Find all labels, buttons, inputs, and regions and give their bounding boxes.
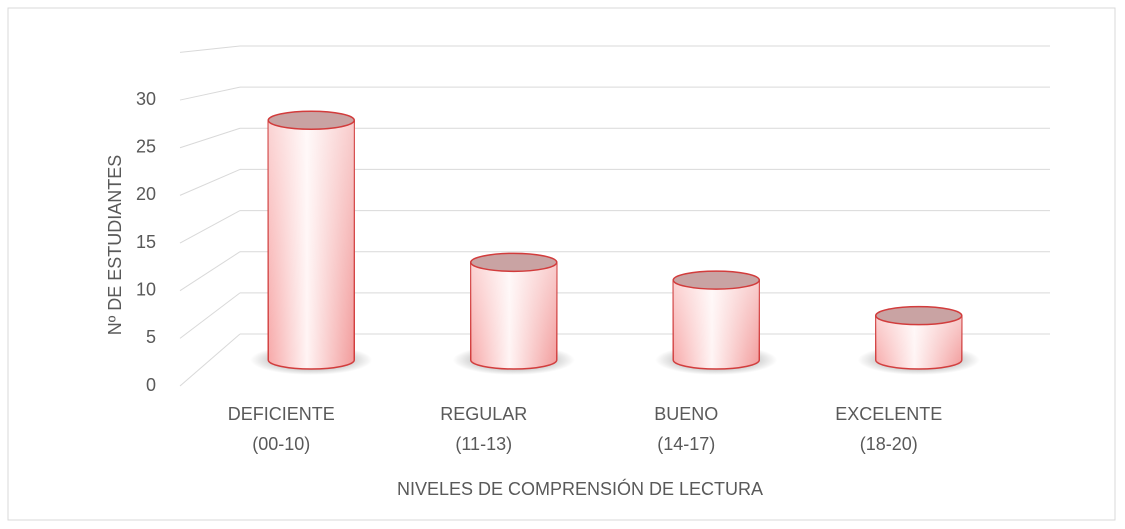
y-tick-label: 15	[136, 232, 156, 252]
grid-line	[179, 210, 241, 244]
bar-top	[267, 110, 355, 130]
bar-sheen	[875, 315, 962, 369]
y-tick-label: 0	[146, 375, 156, 395]
x-tick-label: (18-20)	[860, 434, 918, 454]
x-tick-label: REGULAR	[440, 404, 527, 424]
bar-sheen	[470, 262, 557, 369]
y-tick-label: 20	[136, 184, 156, 204]
y-tick-label: 10	[136, 279, 156, 299]
bar	[470, 252, 558, 370]
y-tick-label: 30	[136, 89, 156, 109]
bar-top	[672, 270, 760, 290]
grid-line	[179, 251, 241, 292]
grid-line	[179, 45, 241, 53]
grid-line	[179, 86, 241, 101]
bar-sheen	[673, 280, 760, 369]
y-axis-title: Nº DE ESTUDIANTES	[105, 155, 125, 336]
x-tick-label: (14-17)	[657, 434, 715, 454]
bar-sheen	[268, 120, 355, 370]
x-tick-label: EXCELENTE	[835, 404, 942, 424]
y-tick-label: 25	[136, 136, 156, 156]
bar-top	[875, 305, 963, 326]
grid-line	[179, 168, 241, 196]
x-tick-label: BUENO	[654, 404, 718, 424]
x-tick-label: DEFICIENTE	[228, 404, 335, 424]
grid-line	[179, 333, 241, 387]
grid-line	[179, 292, 241, 339]
grid-line	[179, 127, 241, 149]
x-tick-label: (11-13)	[455, 434, 512, 454]
chart-border	[7, 7, 1116, 521]
x-tick-label: (00-10)	[252, 434, 310, 454]
bar-top	[470, 252, 558, 273]
bar	[875, 305, 963, 370]
y-tick-label: 5	[146, 327, 156, 347]
bar	[267, 110, 355, 370]
bar	[672, 270, 760, 370]
x-axis-title: NIVELES DE COMPRENSIÓN DE LECTURA	[397, 478, 763, 499]
